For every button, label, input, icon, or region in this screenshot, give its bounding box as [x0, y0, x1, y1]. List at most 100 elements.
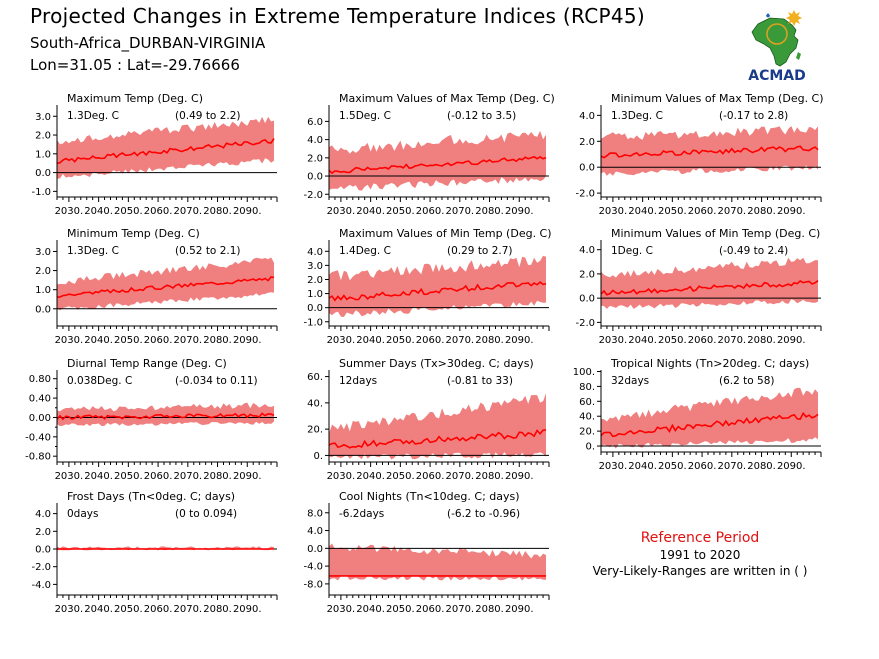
chart-title: Cool Nights (Tn<10deg. C; days) — [339, 490, 520, 503]
y-tick-label: 1.0 — [35, 149, 51, 160]
x-tick-label: 2060. — [144, 471, 173, 482]
x-tick-label: 2060. — [144, 604, 173, 615]
x-tick-label: 2060. — [416, 206, 445, 217]
x-tick-label: 2040. — [84, 604, 113, 615]
y-tick-label: -2.0 — [575, 318, 595, 329]
y-tick-label: 8.0 — [307, 508, 323, 519]
y-tick-label: 0.0 — [307, 544, 323, 555]
x-tick-label: 2090. — [505, 335, 534, 346]
very-likely-range-label: (0.29 to 2.7) — [447, 245, 513, 257]
location-label: South-Africa_DURBAN-VIRGINIA — [30, 34, 266, 52]
y-tick-label: 0.00 — [29, 413, 51, 424]
acmad-logo-text: ACMAD — [748, 68, 806, 84]
very-likely-range-label: (0 to 0.094) — [175, 508, 237, 520]
chart-title: Minimum Values of Max Temp (Deg. C) — [611, 92, 824, 105]
y-tick-label: 0.0 — [35, 545, 51, 556]
figure-header: Projected Changes in Extreme Temperature… — [0, 0, 879, 90]
reference-period-years: 1991 to 2020 — [659, 548, 741, 562]
y-tick-label: 3.0 — [35, 247, 51, 258]
y-tick-label: 2.0 — [35, 527, 51, 538]
x-tick-label: 2040. — [628, 335, 657, 346]
y-tick-label: 4.0 — [307, 135, 323, 146]
chart-panel-9: 0.20.40.60.80.100.2030. 2040. 2050. 2060. 20… — [573, 357, 822, 472]
y-tick-label: 0.0 — [579, 294, 595, 305]
y-tick-label: -4.0 — [31, 580, 51, 591]
x-tick-label: 2040. — [628, 206, 657, 217]
x-tick-label: 2060. — [144, 206, 173, 217]
y-tick-label: 20. — [579, 427, 595, 438]
x-tick-label: 2070. — [173, 206, 202, 217]
y-tick-label: 40. — [307, 398, 323, 409]
x-tick-label: 2070. — [173, 335, 202, 346]
x-tick-label: 2090. — [505, 206, 534, 217]
y-tick-label: 2.0 — [307, 275, 323, 286]
x-tick-label: 2040. — [356, 206, 385, 217]
y-tick-label: -0.80 — [25, 452, 51, 463]
likely-range-band — [329, 543, 546, 581]
change-value-label: 0days — [67, 508, 98, 520]
median-change-line — [600, 280, 819, 296]
x-tick-label: 2080. — [747, 206, 776, 217]
x-tick-label: 2030. — [327, 335, 356, 346]
x-tick-label: 2070. — [445, 206, 474, 217]
x-tick-label: 2080. — [203, 206, 232, 217]
y-tick-label: 6.0 — [307, 117, 323, 128]
change-value-label: 1.3Deg. C — [611, 110, 663, 122]
very-likely-range-label: (-0.034 to 0.11) — [175, 375, 258, 387]
y-tick-label: -2.0 — [31, 562, 51, 573]
y-tick-label: 0.0 — [307, 172, 323, 183]
y-tick-label: 4.0 — [35, 509, 51, 520]
change-value-label: 1.4Deg. C — [339, 245, 391, 257]
y-tick-label: 80. — [579, 382, 595, 393]
chart-title: Tropical Nights (Tn>20deg. C; days) — [610, 357, 809, 370]
median-change-line — [328, 429, 547, 449]
chart-title: Maximum Temp (Deg. C) — [67, 92, 203, 105]
x-tick-label: 2030. — [327, 471, 356, 482]
y-tick-label: 20. — [307, 425, 323, 436]
change-value-label: -6.2days — [339, 508, 384, 520]
chart-panel-8: 0. 20. 40. 60. 2030. 2040. 2050. 2060. 2070. 2080… — [307, 357, 550, 482]
figure-title: Projected Changes in Extreme Temperature… — [30, 4, 646, 28]
x-tick-label: 2050. — [658, 335, 687, 346]
likely-range-band — [601, 387, 818, 449]
median-change-line — [328, 281, 547, 302]
y-tick-label: 2.0 — [307, 153, 323, 164]
x-tick-label: 2030. — [599, 461, 628, 472]
chart-panel-7: -0.80 -0.40 0.00 0.40 0.80 2030. 2040. 2050. 206… — [25, 357, 278, 482]
x-tick-label: 2090. — [777, 206, 806, 217]
x-tick-label: 2050. — [386, 206, 415, 217]
y-tick-label: 2.0 — [35, 131, 51, 142]
x-tick-label: 2060. — [688, 335, 717, 346]
change-value-label: 1.3Deg. C — [67, 245, 119, 257]
y-tick-label: 1.0 — [307, 289, 323, 300]
x-tick-label: 2070. — [717, 335, 746, 346]
median-change-line — [56, 276, 275, 298]
x-tick-label: 2090. — [777, 461, 806, 472]
x-tick-label: 2060. — [416, 471, 445, 482]
y-tick-label: 0. — [585, 442, 595, 453]
x-tick-label: 2030. — [599, 335, 628, 346]
chart-title: Diurnal Temp Range (Deg. C) — [67, 357, 227, 370]
x-tick-label: 2050. — [386, 471, 415, 482]
x-tick-label: 2080. — [475, 471, 504, 482]
chart-title: Maximum Values of Min Temp (Deg. C) — [339, 227, 552, 240]
africa-map-icon — [751, 10, 802, 67]
y-tick-label: 2.0 — [579, 137, 595, 148]
x-tick-label: 2050. — [114, 604, 143, 615]
x-tick-label: 2080. — [203, 471, 232, 482]
x-tick-label: 2060. — [688, 206, 717, 217]
x-tick-label: 2060. — [416, 335, 445, 346]
likely-range-band — [57, 257, 274, 311]
x-tick-label: 2080. — [203, 335, 232, 346]
x-tick-label: 2030. — [55, 335, 84, 346]
y-tick-label: 40. — [579, 412, 595, 423]
change-value-label: 1Deg. C — [611, 245, 653, 257]
x-tick-label: 2090. — [233, 604, 262, 615]
y-tick-label: -4.0 — [303, 562, 323, 573]
x-tick-label: 2070. — [173, 471, 202, 482]
x-tick-label: 2090. — [233, 471, 262, 482]
x-tick-label: 2040. — [356, 604, 385, 615]
reference-legend: Reference Period 1991 to 2020 Very-Likel… — [580, 530, 820, 578]
acmad-logo: ACMAD — [748, 10, 806, 84]
